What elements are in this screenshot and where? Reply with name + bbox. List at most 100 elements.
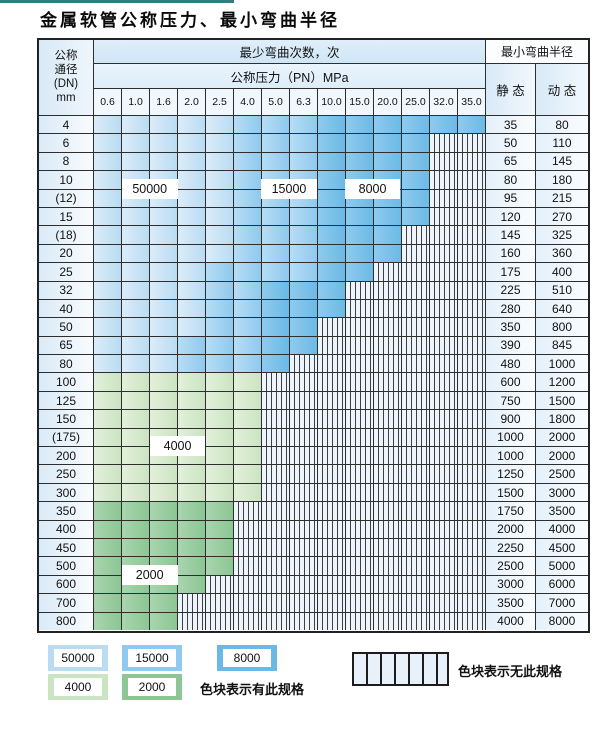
spec-cell — [150, 281, 178, 299]
no-spec-cell — [430, 520, 458, 538]
no-spec-cell — [430, 226, 458, 244]
spec-cell — [150, 538, 178, 557]
spec-cell — [178, 244, 206, 263]
spec-cell — [150, 207, 178, 226]
pressure-tick: 25.0 — [402, 89, 430, 115]
no-spec-cell — [234, 594, 262, 612]
spec-cell — [94, 355, 122, 373]
no-spec-cell — [402, 410, 430, 428]
spec-cell — [346, 152, 374, 171]
no-spec-cell — [402, 263, 430, 281]
spec-cell — [150, 612, 178, 630]
no-spec-cell — [402, 336, 430, 355]
no-spec-legend-text: 色块表示无此规格 — [458, 664, 563, 679]
no-spec-cell — [374, 520, 402, 538]
page-title: 金属软管公称压力、最小弯曲半径 — [40, 11, 340, 31]
spec-cell — [290, 244, 318, 263]
no-spec-cell — [262, 557, 290, 575]
no-spec-cell — [318, 355, 346, 373]
static-radius-cell: 750 — [486, 391, 536, 410]
spec-cell — [122, 244, 150, 263]
dynamic-radius-cell: 4000 — [536, 520, 588, 538]
no-spec-cell — [262, 538, 290, 557]
spec-cell — [94, 244, 122, 263]
spec-cell — [290, 318, 318, 336]
table-row: 20 160 360 — [39, 244, 588, 264]
no-spec-cell — [458, 171, 486, 189]
spec-cell — [206, 189, 234, 207]
table-header: 公称 通径 (DN) mm 最少弯曲次数，次 公称压力（PN）MPa 0.6 1.… — [39, 40, 588, 116]
static-radius-cell: 50 — [486, 134, 536, 152]
table-row: 8 65 145 — [39, 152, 588, 172]
matrix-cells — [94, 336, 486, 355]
no-spec-cell — [346, 281, 374, 299]
no-spec-cell — [262, 612, 290, 630]
dn-cell: 20 — [39, 244, 94, 263]
static-radius-cell: 350 — [486, 318, 536, 336]
spec-cell — [122, 207, 150, 226]
dn-cell: 15 — [39, 207, 94, 226]
no-spec-cell — [402, 612, 430, 630]
pressure-tick: 1.0 — [122, 89, 150, 115]
legend-swatch-value: 15000 — [128, 649, 176, 667]
no-spec-cell — [458, 373, 486, 391]
legend-swatch: 50000 — [48, 645, 108, 671]
spec-cell — [234, 391, 262, 410]
no-spec-cell — [458, 447, 486, 465]
legend-swatch-value: 50000 — [54, 649, 102, 667]
no-spec-cell — [430, 594, 458, 612]
no-spec-cell — [402, 520, 430, 538]
no-spec-cell — [346, 575, 374, 594]
no-spec-cell — [318, 465, 346, 483]
spec-cell — [94, 152, 122, 171]
spec-cell — [262, 318, 290, 336]
no-spec-cell — [262, 520, 290, 538]
spec-cell — [318, 299, 346, 318]
dynamic-radius-cell: 3000 — [536, 483, 588, 502]
spec-cell — [94, 116, 122, 134]
static-radius-cell: 1500 — [486, 483, 536, 502]
table-row: 350 1750 3500 — [39, 502, 588, 521]
spec-cell — [178, 391, 206, 410]
no-spec-cell — [430, 299, 458, 318]
spec-cell — [346, 207, 374, 226]
dn-cell: 700 — [39, 594, 94, 612]
dn-cell: 32 — [39, 281, 94, 299]
no-spec-cell — [346, 520, 374, 538]
spec-cell — [290, 281, 318, 299]
spec-cell — [122, 428, 150, 447]
table-row: 450 2250 4500 — [39, 538, 588, 558]
matrix-cells — [94, 428, 486, 447]
spec-cell — [122, 538, 150, 557]
no-spec-cell — [430, 318, 458, 336]
spec-cell — [262, 336, 290, 355]
spec-cell — [178, 465, 206, 483]
dynamic-radius-cell: 2500 — [536, 465, 588, 483]
static-radius-cell: 225 — [486, 281, 536, 299]
spec-cell — [94, 428, 122, 447]
spec-cell — [150, 465, 178, 483]
spec-cell — [374, 226, 402, 244]
dynamic-radius-cell: 845 — [536, 336, 588, 355]
no-spec-cell — [374, 336, 402, 355]
table-row: (175) 1000 2000 — [39, 428, 588, 448]
spec-cell — [234, 336, 262, 355]
no-spec-cell — [318, 391, 346, 410]
no-spec-cell — [458, 281, 486, 299]
nominal-pressure-header: 公称压力（PN）MPa — [94, 64, 485, 89]
matrix-cells — [94, 391, 486, 410]
no-spec-cell — [430, 336, 458, 355]
no-spec-cell — [290, 465, 318, 483]
spec-cell — [150, 244, 178, 263]
no-spec-cell — [262, 373, 290, 391]
spec-cell — [94, 281, 122, 299]
spec-cell — [94, 502, 122, 520]
matrix-cells — [94, 318, 486, 336]
matrix-cells — [94, 465, 486, 483]
spec-cell — [178, 410, 206, 428]
no-spec-legend-swatch — [352, 652, 449, 686]
dn-header-line: 公称 — [54, 50, 78, 62]
no-spec-cell — [402, 281, 430, 299]
dn-header-line: 通径 — [54, 64, 78, 76]
